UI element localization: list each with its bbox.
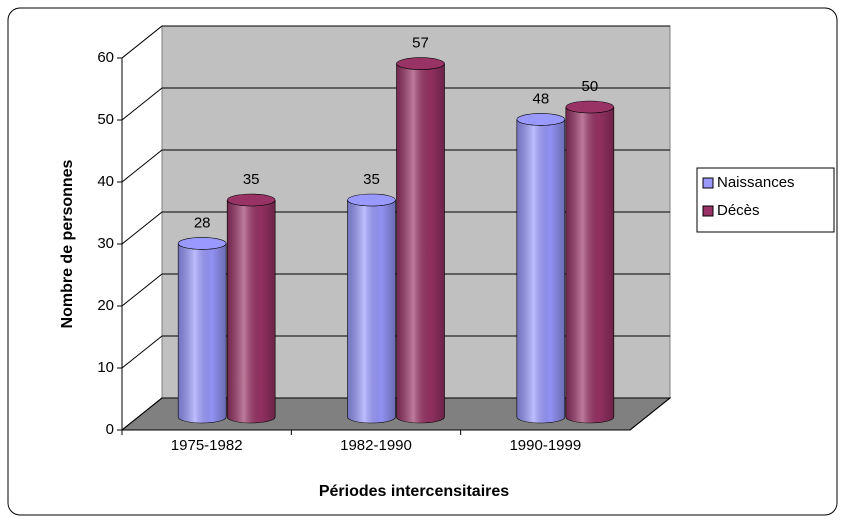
y-tick-label: 40 — [97, 173, 114, 190]
cylinder-top — [396, 57, 445, 70]
x-axis-title: Périodes intercensitaires — [319, 483, 509, 500]
grid-line — [121, 397, 670, 431]
grid-line — [121, 25, 670, 59]
cylinder-top — [516, 113, 566, 126]
cylinder-shade — [565, 107, 614, 423]
grid-line — [121, 211, 670, 245]
y-tick-label: 60 — [97, 49, 114, 66]
legend-box — [696, 167, 835, 233]
legend-swatch — [702, 205, 714, 217]
x-tick-label: 1982-1990 — [340, 437, 412, 454]
value-label: 35 — [243, 171, 260, 188]
y-axis-title: Nombre de personnes — [59, 159, 76, 328]
value-label: 28 — [194, 214, 211, 231]
cylinder-top — [177, 237, 227, 250]
cylinder-top — [226, 193, 276, 207]
value-label: 35 — [363, 171, 380, 188]
y-tick-label: 20 — [97, 297, 114, 314]
cylinder-shade — [178, 243, 227, 423]
grid-line — [121, 273, 670, 307]
x-tick-label: 1975-1982 — [171, 437, 243, 454]
grid-line — [121, 87, 670, 121]
value-label: 50 — [581, 78, 598, 95]
value-label: 48 — [532, 90, 549, 107]
y-tick-label: 0 — [106, 421, 114, 438]
y-tick-label: 30 — [97, 235, 114, 252]
y-tick-label: 50 — [97, 111, 114, 128]
cylinder-top — [347, 193, 396, 207]
grid-line — [121, 335, 670, 369]
cylinder-shade — [396, 63, 445, 423]
x-tick-label: 1990-1999 — [509, 437, 581, 454]
legend-label: Naissances — [717, 174, 795, 191]
grid-line — [121, 149, 670, 183]
cylinder-top — [565, 100, 615, 114]
x-axis-depth — [629, 397, 671, 431]
legend-label: Décès — [717, 202, 760, 219]
value-label: 57 — [412, 35, 429, 52]
plot-area — [117, 24, 672, 435]
cylinder-shade — [227, 200, 276, 423]
y-tick-label: 10 — [97, 359, 114, 376]
cylinder-shade — [516, 119, 565, 424]
legend-swatch — [702, 177, 714, 189]
cylinder-shade — [347, 200, 396, 423]
